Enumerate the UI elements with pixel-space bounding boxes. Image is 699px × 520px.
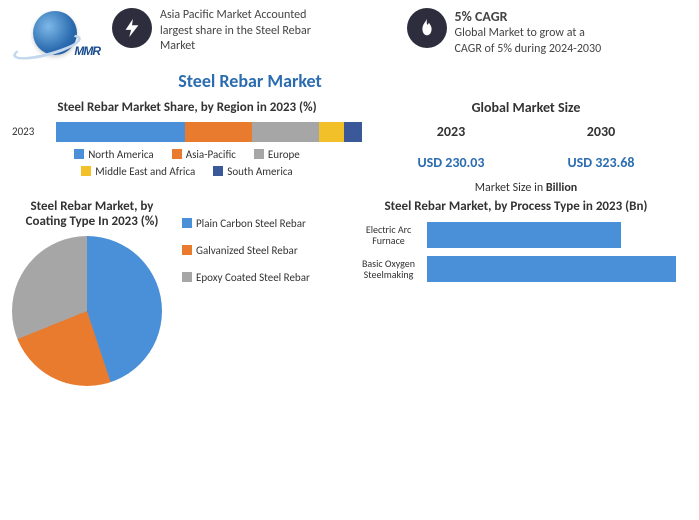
header-right-text: 5% CAGR Global Market to grow at a CAGR … <box>455 8 602 57</box>
gs-val-0: USD 230.03 <box>418 154 485 171</box>
gs-years-row: 2023 2030 <box>376 123 676 140</box>
legend-label: Europe <box>268 148 300 161</box>
stacked-bar-track <box>56 122 362 142</box>
hbar-row: Basic Oxygen Steelmaking <box>356 256 676 282</box>
coating-chart-title: Steel Rebar Market, by Coating Type In 2… <box>12 199 172 230</box>
flame-icon <box>407 8 447 48</box>
region-share-chart: Steel Rebar Market Share, by Region in 2… <box>12 100 362 195</box>
hbar-fill <box>427 256 676 282</box>
coating-legend: Plain Carbon Steel Rebar Galvanized Steel… <box>182 217 310 284</box>
hbar-row: Electric Arc Furnace <box>356 222 676 248</box>
header-callout-right: 5% CAGR Global Market to grow at a CAGR … <box>407 8 690 57</box>
swatch-icon <box>182 218 192 228</box>
process-type-chart: Steel Rebar Market, by Process Type in 2… <box>356 199 676 386</box>
legend-item: Galvanized Steel Rebar <box>182 244 310 257</box>
hbar-fill <box>427 222 621 248</box>
global-market-size: Global Market Size 2023 2030 USD 230.03 … <box>376 100 676 195</box>
hl-line3: Market <box>160 39 311 55</box>
legend-label: North America <box>88 148 154 161</box>
header: MMR Asia Pacific Market Accounted larges… <box>0 0 699 66</box>
legend-label: South America <box>227 165 292 178</box>
legend-item: South America <box>213 165 292 178</box>
gs-note: Market Size in Billion <box>376 181 676 195</box>
swatch-icon <box>213 166 223 176</box>
hbar-track <box>427 222 676 248</box>
header-left-text: Asia Pacific Market Accounted largest sh… <box>160 8 311 55</box>
legend-item: Asia-Pacific <box>172 148 236 161</box>
cagr-title: 5% CAGR <box>455 8 602 26</box>
hr-line1: Global Market to grow at a <box>455 26 602 42</box>
bar-seg-south-america <box>344 122 362 142</box>
bar-seg-europe <box>252 122 319 142</box>
logo-text: MMR <box>74 44 100 58</box>
global-size-title: Global Market Size <box>376 100 676 117</box>
bar-seg-asia-pacific <box>185 122 252 142</box>
hl-line1: Asia Pacific Market Accounted <box>160 8 311 24</box>
region-chart-title: Steel Rebar Market Share, by Region in 2… <box>12 100 362 116</box>
legend-item: Europe <box>254 148 300 161</box>
gs-values-row: USD 230.03 USD 323.68 <box>376 146 676 171</box>
hbar-label: Basic Oxygen Steelmaking <box>356 258 421 280</box>
swatch-icon <box>182 245 192 255</box>
gs-year-1: 2030 <box>587 123 615 140</box>
legend-label: Epoxy Coated Steel Rebar <box>196 271 310 284</box>
hbar-track <box>427 256 676 282</box>
legend-item: North America <box>74 148 154 161</box>
row-year-label: 2023 <box>12 125 46 138</box>
legend-label: Middle East and Africa <box>95 165 195 178</box>
swatch-icon <box>172 149 182 159</box>
pie-chart <box>12 236 162 386</box>
bar-seg-middle-east-and-africa <box>319 122 343 142</box>
process-bars: Electric Arc Furnace Basic Oxygen Steelma… <box>356 222 676 282</box>
hr-line2: CAGR of 5% during 2024-2030 <box>455 42 602 58</box>
gs-val-1: USD 323.68 <box>568 154 635 171</box>
gs-year-0: 2023 <box>437 123 465 140</box>
header-callout-left: Asia Pacific Market Accounted largest sh… <box>112 8 395 55</box>
hl-line2: largest share in the Steel Rebar <box>160 24 311 40</box>
legend-label: Asia-Pacific <box>186 148 236 161</box>
legend-item: Epoxy Coated Steel Rebar <box>182 271 310 284</box>
swatch-icon <box>182 272 192 282</box>
stacked-bar-row: 2023 <box>12 122 362 142</box>
gs-note-prefix: Market Size in <box>475 181 546 195</box>
mmr-logo: MMR <box>10 8 100 58</box>
legend-label: Galvanized Steel Rebar <box>196 244 298 257</box>
bolt-icon <box>112 8 152 48</box>
bar-seg-north-america <box>56 122 185 142</box>
legend-item: Middle East and Africa <box>81 165 195 178</box>
hbar-label: Electric Arc Furnace <box>356 224 421 246</box>
swatch-icon <box>74 149 84 159</box>
main-title: Steel Rebar Market <box>120 70 380 92</box>
legend-item: Plain Carbon Steel Rebar <box>182 217 310 230</box>
region-legend: North America Asia-Pacific Europe Middle Ea… <box>12 148 362 178</box>
coating-type-chart: Steel Rebar Market, by Coating Type In 2… <box>12 199 342 386</box>
gs-note-bold: Billion <box>546 181 577 195</box>
swatch-icon <box>81 166 91 176</box>
process-chart-title: Steel Rebar Market, by Process Type in 2… <box>356 199 676 215</box>
legend-label: Plain Carbon Steel Rebar <box>196 217 306 230</box>
swatch-icon <box>254 149 264 159</box>
